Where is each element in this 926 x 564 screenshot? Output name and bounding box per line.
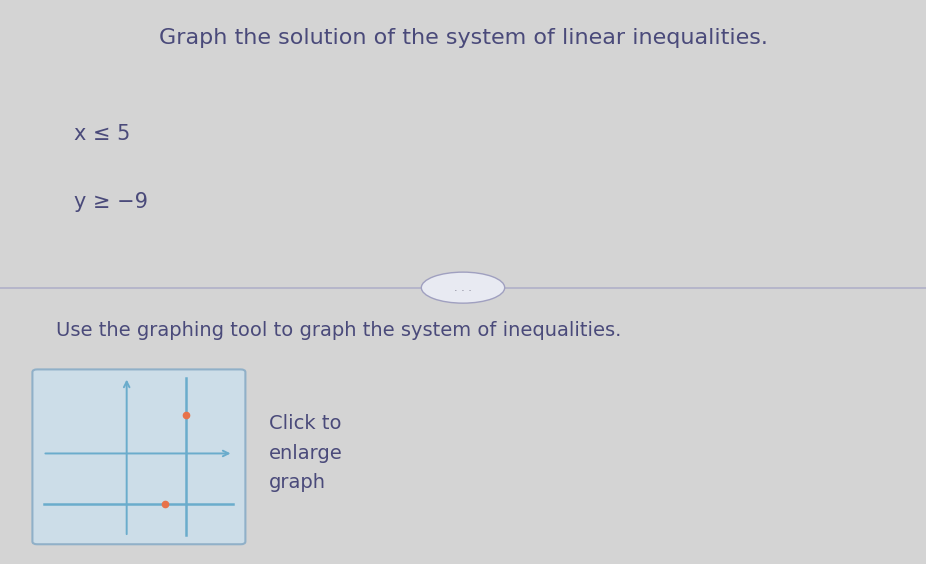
Text: Graph the solution of the system of linear inequalities.: Graph the solution of the system of line… — [158, 28, 768, 48]
Text: Use the graphing tool to graph the system of inequalities.: Use the graphing tool to graph the syste… — [56, 321, 621, 341]
Text: . . .: . . . — [454, 283, 472, 293]
Text: y ≥ −9: y ≥ −9 — [74, 192, 148, 212]
FancyBboxPatch shape — [32, 369, 245, 544]
Text: Click to
enlarge
graph: Click to enlarge graph — [269, 415, 343, 492]
Text: x ≤ 5: x ≤ 5 — [74, 124, 131, 144]
Ellipse shape — [421, 272, 505, 303]
